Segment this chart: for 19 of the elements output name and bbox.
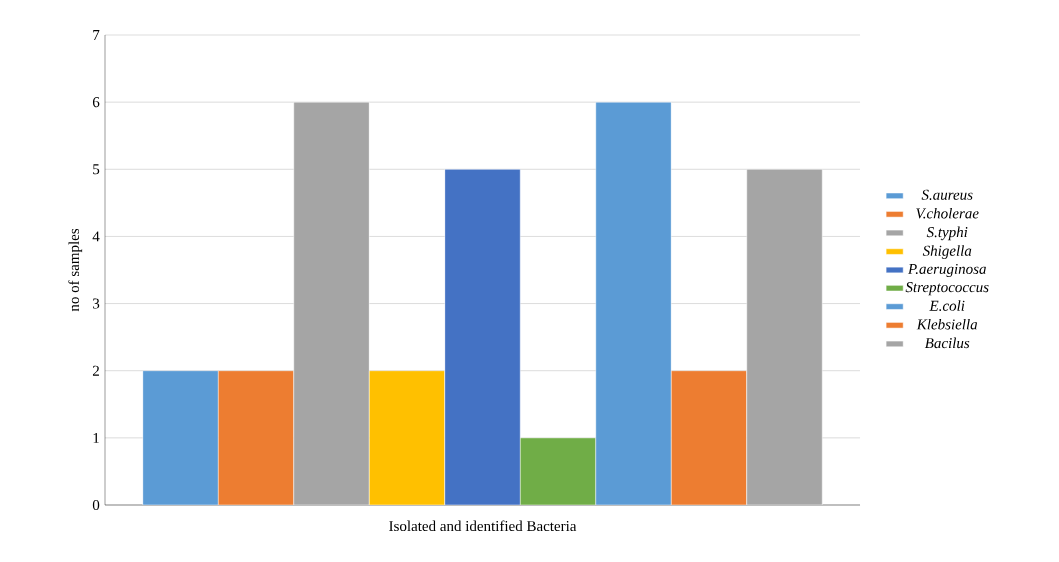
y-tick-label: 1	[93, 432, 99, 443]
legend-label: S.aureus	[921, 189, 973, 200]
legend-label: Bacilus	[924, 337, 970, 349]
y-tick-label: 4	[92, 231, 100, 242]
y-tick-label: 3	[93, 298, 100, 309]
y-tick-label: 2	[92, 365, 99, 376]
y-tick-label: 5	[93, 164, 100, 175]
legend-label: E.coli	[929, 300, 965, 311]
legend-label: V.cholerae	[916, 207, 979, 219]
legend-label: Shigella	[922, 245, 972, 259]
y-axis-title: no of samples	[68, 228, 83, 312]
x-axis-title: Isolated and identified Bacteria	[389, 520, 577, 532]
y-tick-label: 7	[93, 30, 100, 40]
y-tick-label: 6	[92, 97, 100, 108]
legend-label: Klebsiella	[916, 318, 978, 330]
legend-label: P.aeruginosa	[907, 263, 986, 278]
y-tick-label: 0	[92, 499, 100, 511]
legend-label: Streptococcus	[905, 282, 989, 296]
legend-label: S.typhi	[926, 226, 968, 241]
